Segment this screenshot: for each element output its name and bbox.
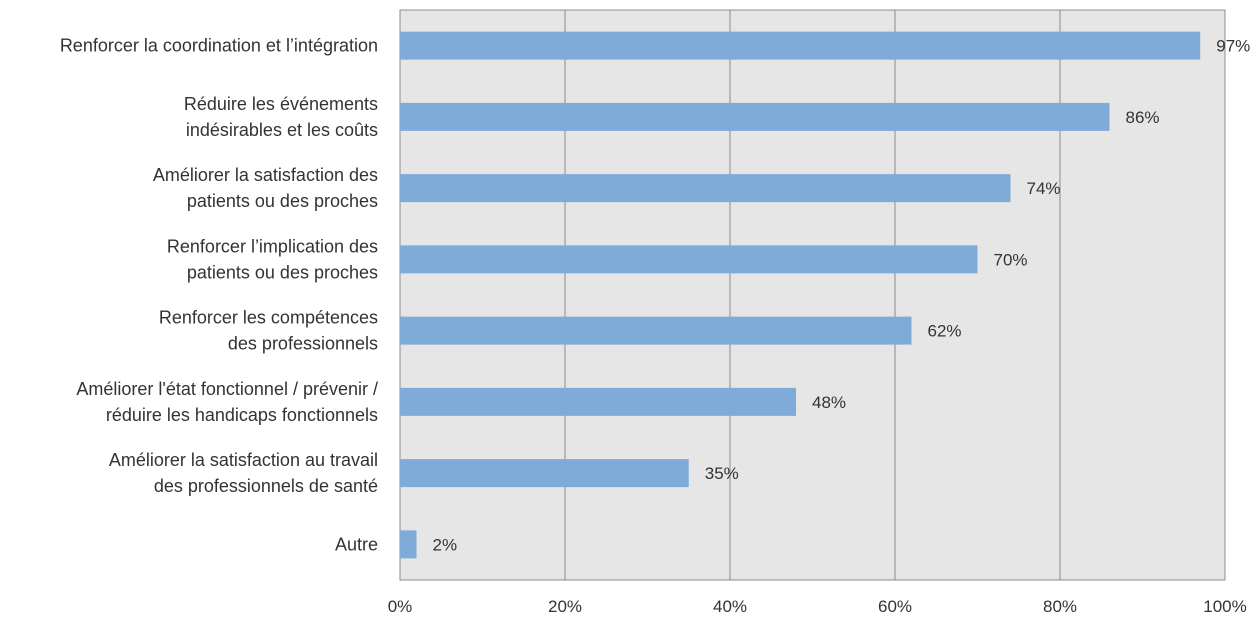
data-label: 62% [928,322,962,341]
category-label: Améliorer la satisfaction des patients ou… [153,165,378,211]
category-label: Renforcer les compétences des professionn… [159,308,378,354]
category-labels: Renforcer la coordination et l’intégrati… [60,36,378,555]
bar [400,387,796,416]
x-tick-label: 100% [1203,597,1246,616]
bar [400,530,417,559]
data-label: 70% [994,250,1028,269]
bars [400,31,1201,559]
data-label: 2% [433,535,458,554]
bar [400,316,912,345]
bar [400,245,978,274]
plot-area [399,9,1226,581]
x-tick-label: 40% [713,597,747,616]
category-label: Renforcer l’implication des patients ou d… [167,236,378,282]
category-label: Améliorer la satisfaction au travail des … [109,450,378,496]
bar [400,174,1011,203]
x-axis-tick-labels: 0% 20% 40% 60% 80% 100% [388,597,1247,616]
data-label: 86% [1126,108,1160,127]
data-label: 74% [1027,179,1061,198]
x-tick-label: 60% [878,597,912,616]
x-tick-label: 0% [388,597,413,616]
data-labels: 97% 86% 74% 70% 62% 48% 35% 2% [433,37,1251,555]
category-label: Renforcer la coordination et l’intégrati… [60,36,378,56]
category-label: Réduire les événements indésirables et le… [184,94,378,140]
data-label: 97% [1216,37,1250,56]
category-label: Améliorer l'état fonctionnel / prévenir … [76,379,378,425]
x-tick-label: 20% [548,597,582,616]
data-label: 48% [812,393,846,412]
data-label: 35% [705,464,739,483]
bar [400,102,1110,131]
bar [400,31,1201,60]
category-label: Autre [335,534,378,554]
bar [400,459,689,488]
x-tick-label: 80% [1043,597,1077,616]
